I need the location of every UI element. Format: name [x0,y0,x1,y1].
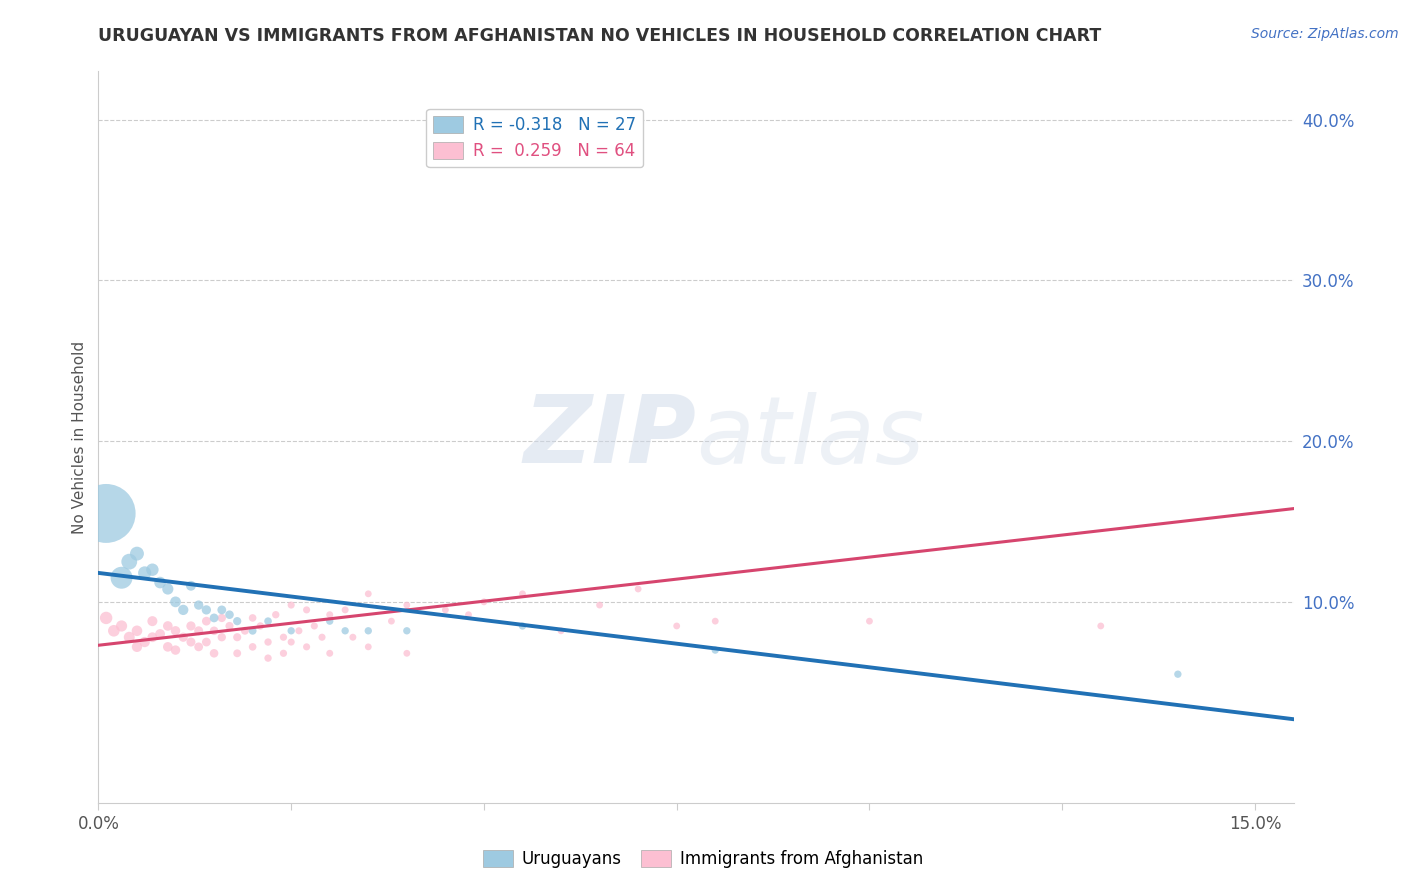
Point [156,619,179,633]
Point [395,646,418,660]
Point [1090,619,1112,633]
Point [704,614,727,628]
Point [187,624,209,638]
Point [319,646,342,660]
Point [211,630,233,644]
Point [395,598,418,612]
Point [357,587,380,601]
Point [280,635,302,649]
Point [264,607,287,622]
Point [550,624,572,638]
Point [180,579,202,593]
Point [226,646,249,660]
Point [395,624,418,638]
Point [512,587,534,601]
Point [1167,667,1189,681]
Point [149,627,172,641]
Point [280,624,302,638]
Point [141,630,163,644]
Point [156,582,179,596]
Point [226,630,249,644]
Point [342,630,364,644]
Point [333,603,356,617]
Point [627,582,650,596]
Point [472,595,495,609]
Point [319,607,342,622]
Point [257,635,280,649]
Point [180,619,202,633]
Point [357,640,380,654]
Point [311,630,333,644]
Point [134,635,156,649]
Text: atlas: atlas [696,392,924,483]
Point [156,640,179,654]
Point [180,635,202,649]
Point [110,619,132,633]
Point [218,619,240,633]
Point [134,566,156,580]
Point [149,575,172,590]
Point [195,635,218,649]
Point [704,643,727,657]
Point [242,624,264,638]
Point [434,603,457,617]
Point [333,624,356,638]
Point [125,547,148,561]
Point [295,640,318,654]
Point [172,630,194,644]
Point [172,603,194,617]
Point [242,611,264,625]
Point [233,624,256,638]
Point [295,603,318,617]
Point [273,646,295,660]
Point [319,614,342,628]
Point [380,614,402,628]
Point [187,598,209,612]
Text: Source: ZipAtlas.com: Source: ZipAtlas.com [1251,27,1399,41]
Point [110,571,132,585]
Legend: Uruguayans, Immigrants from Afghanistan: Uruguayans, Immigrants from Afghanistan [477,843,929,875]
Point [118,555,141,569]
Point [195,614,218,628]
Point [357,624,380,638]
Point [588,598,610,612]
Point [211,611,233,625]
Point [165,595,187,609]
Text: ZIP: ZIP [523,391,696,483]
Point [187,640,209,654]
Point [103,624,125,638]
Point [242,640,264,654]
Point [257,651,280,665]
Point [211,603,233,617]
Legend: R = -0.318   N = 27, R =  0.259   N = 64: R = -0.318 N = 27, R = 0.259 N = 64 [426,109,643,167]
Point [249,619,271,633]
Point [218,607,240,622]
Point [94,611,117,625]
Point [202,611,225,625]
Point [665,619,688,633]
Point [141,614,163,628]
Point [118,630,141,644]
Point [304,619,326,633]
Point [226,614,249,628]
Point [202,624,225,638]
Point [512,619,534,633]
Point [858,614,880,628]
Point [280,598,302,612]
Point [165,643,187,657]
Point [195,603,218,617]
Point [257,614,280,628]
Point [273,630,295,644]
Y-axis label: No Vehicles in Household: No Vehicles in Household [72,341,87,533]
Point [288,624,311,638]
Point [125,624,148,638]
Point [94,507,117,521]
Point [202,646,225,660]
Point [125,640,148,654]
Point [141,563,163,577]
Point [165,624,187,638]
Point [457,607,479,622]
Text: URUGUAYAN VS IMMIGRANTS FROM AFGHANISTAN NO VEHICLES IN HOUSEHOLD CORRELATION CH: URUGUAYAN VS IMMIGRANTS FROM AFGHANISTAN… [98,27,1102,45]
